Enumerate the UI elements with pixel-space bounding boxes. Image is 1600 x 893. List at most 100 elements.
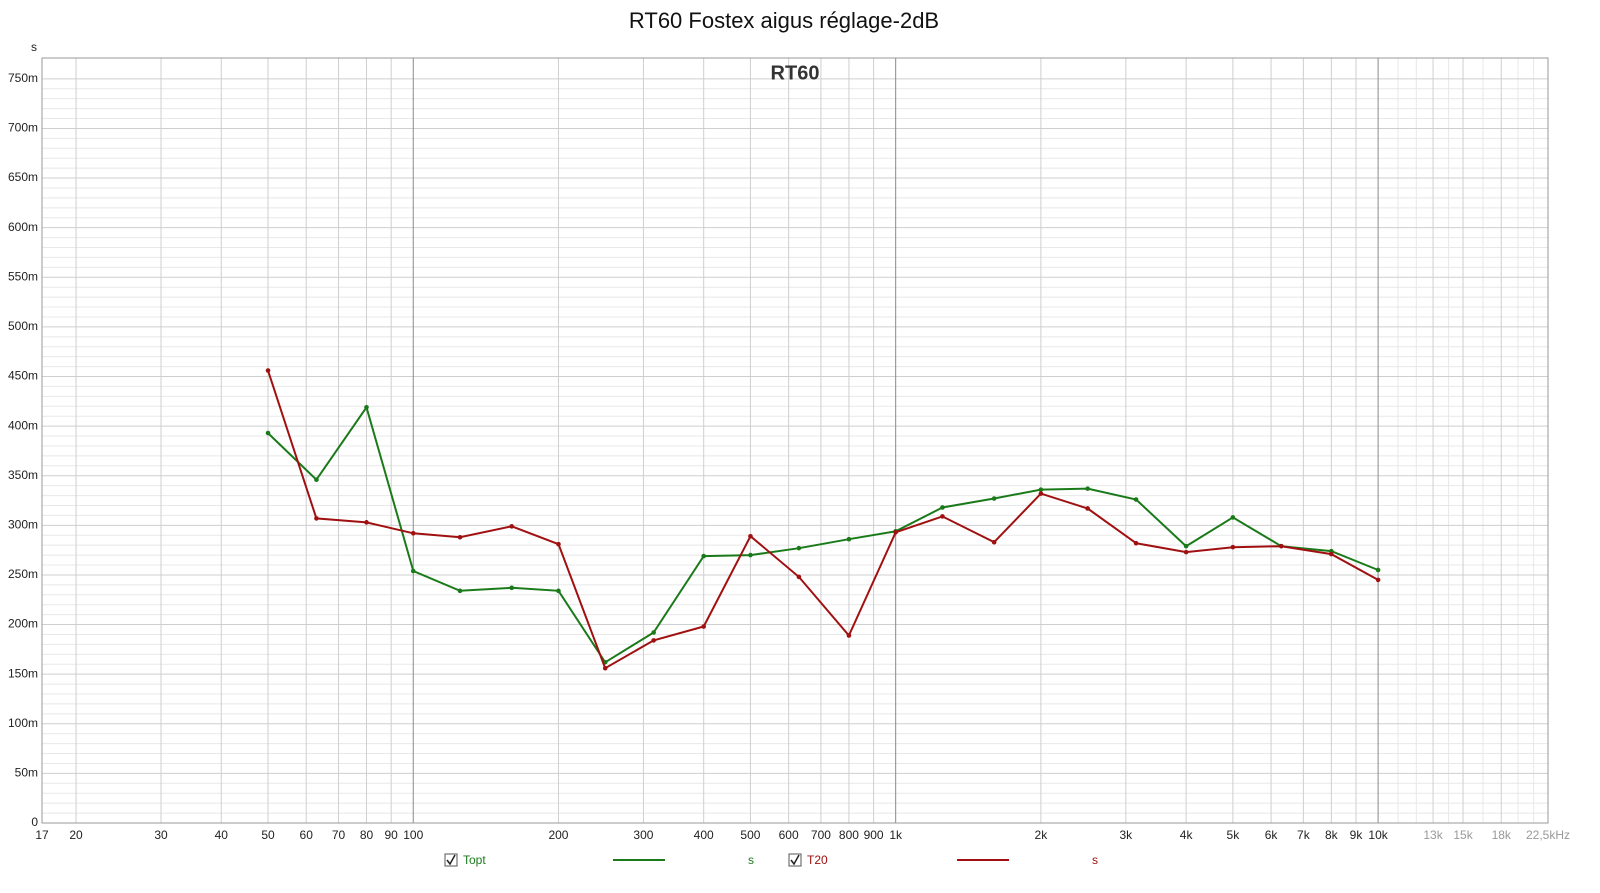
data-point: [991, 539, 997, 545]
y-tick-label: 50m: [15, 766, 38, 780]
y-tick-label: 400m: [8, 418, 38, 432]
data-point: [1183, 543, 1189, 549]
legend-label: Topt: [463, 853, 486, 867]
plot-frame: [41, 57, 1549, 824]
y-tick-label: 250m: [8, 567, 38, 581]
legend-item[interactable]: T20 s: [788, 853, 1098, 867]
y-tick-label: 100m: [8, 716, 38, 730]
x-tick-label: 22,5kHz: [1526, 828, 1570, 842]
data-point: [509, 585, 515, 591]
data-point: [265, 430, 271, 436]
x-tick-label: 10k: [1368, 828, 1388, 842]
y-tick-label: 350m: [8, 468, 38, 482]
y-tick-label: 650m: [8, 170, 38, 184]
y-tick-label: 550m: [8, 269, 38, 283]
data-point: [991, 496, 997, 501]
data-point: [314, 477, 319, 482]
x-tick-label: 7k: [1297, 828, 1311, 842]
x-tick-label: 15k: [1453, 828, 1473, 842]
data-point: [846, 633, 852, 638]
x-tick-label: 700: [811, 828, 831, 842]
data-point: [457, 588, 463, 594]
data-point: [1183, 549, 1189, 555]
x-tick-label: 90: [384, 828, 398, 842]
x-tick-label: 600: [779, 828, 799, 842]
data-point: [651, 638, 656, 643]
data-point: [748, 552, 753, 558]
data-point: [556, 588, 561, 594]
data-point: [1133, 540, 1139, 546]
x-tick-label: 200: [548, 828, 568, 842]
y-tick-label: 750m: [8, 71, 38, 85]
data-point: [509, 524, 515, 529]
y-tick-label: 500m: [8, 319, 38, 333]
y-tick-label: 200m: [8, 617, 38, 631]
x-tick-label: 300: [633, 828, 653, 842]
x-tick-label: 1k: [889, 828, 903, 842]
legend-unit: s: [748, 853, 754, 867]
y-unit: s: [31, 40, 37, 54]
data-line: [267, 370, 1379, 670]
x-tick-label: 100: [403, 828, 423, 842]
legend-checkmark: [790, 854, 800, 866]
data-point: [556, 541, 561, 547]
data-point: [940, 514, 945, 519]
chart-subtitle: RT60: [771, 62, 820, 84]
data-point: [748, 533, 753, 539]
data-point: [364, 404, 369, 410]
y-tick-label: 0: [31, 815, 38, 829]
legend-item[interactable]: Topt s: [444, 853, 754, 867]
data-point: [1133, 497, 1139, 502]
x-tick-label: 400: [694, 828, 714, 842]
y-tick-label: 600m: [8, 220, 38, 234]
data-point: [1375, 577, 1381, 583]
data-point: [651, 630, 656, 635]
x-tick-label: 500: [740, 828, 760, 842]
x-tick-label: 13k: [1423, 828, 1443, 842]
x-tick-label: 5k: [1227, 828, 1241, 842]
x-tick-label: 800: [839, 828, 859, 842]
x-tick-label: 18k: [1492, 828, 1512, 842]
data-point: [265, 368, 271, 373]
data-point: [796, 574, 802, 580]
legend-unit: s: [1092, 853, 1098, 867]
x-tick-label: 50: [261, 828, 275, 842]
data-point: [602, 665, 608, 671]
legend-label: T20: [807, 853, 828, 867]
x-tick-label: 80: [360, 828, 374, 842]
x-tick-label: 60: [300, 828, 314, 842]
x-tick-label: 3k: [1120, 828, 1134, 842]
x-tick-label: 8k: [1325, 828, 1339, 842]
data-point: [410, 530, 416, 536]
data-point: [364, 520, 369, 525]
data-point: [796, 545, 802, 551]
x-tick-label: 40: [215, 828, 229, 842]
y-tick-label: 150m: [8, 666, 38, 680]
data-point: [701, 624, 706, 629]
legend-checkmark: [446, 854, 456, 866]
data-point: [1085, 506, 1090, 511]
data-point: [1375, 567, 1381, 573]
y-tick-label: 700m: [8, 121, 38, 135]
x-tick-label: 30: [154, 828, 168, 842]
data-point: [846, 536, 852, 542]
x-tick-label: 20: [69, 828, 83, 842]
data-point: [1038, 487, 1044, 492]
x-tick-label: 70: [332, 828, 346, 842]
data-point: [1085, 486, 1090, 491]
data-point: [457, 534, 463, 540]
y-tick-label: 450m: [8, 369, 38, 383]
x-tick-label: 4k: [1180, 828, 1194, 842]
plot-area: [41, 57, 1549, 824]
y-tick-label: 300m: [8, 518, 38, 532]
x-tick-label: 2k: [1035, 828, 1049, 842]
data-point: [1278, 543, 1284, 549]
data-point: [893, 529, 898, 535]
x-tick-label: 17: [35, 828, 49, 842]
data-line: [267, 404, 1379, 664]
data-point: [1038, 491, 1044, 496]
data-point: [940, 505, 945, 510]
data-point: [314, 516, 319, 521]
